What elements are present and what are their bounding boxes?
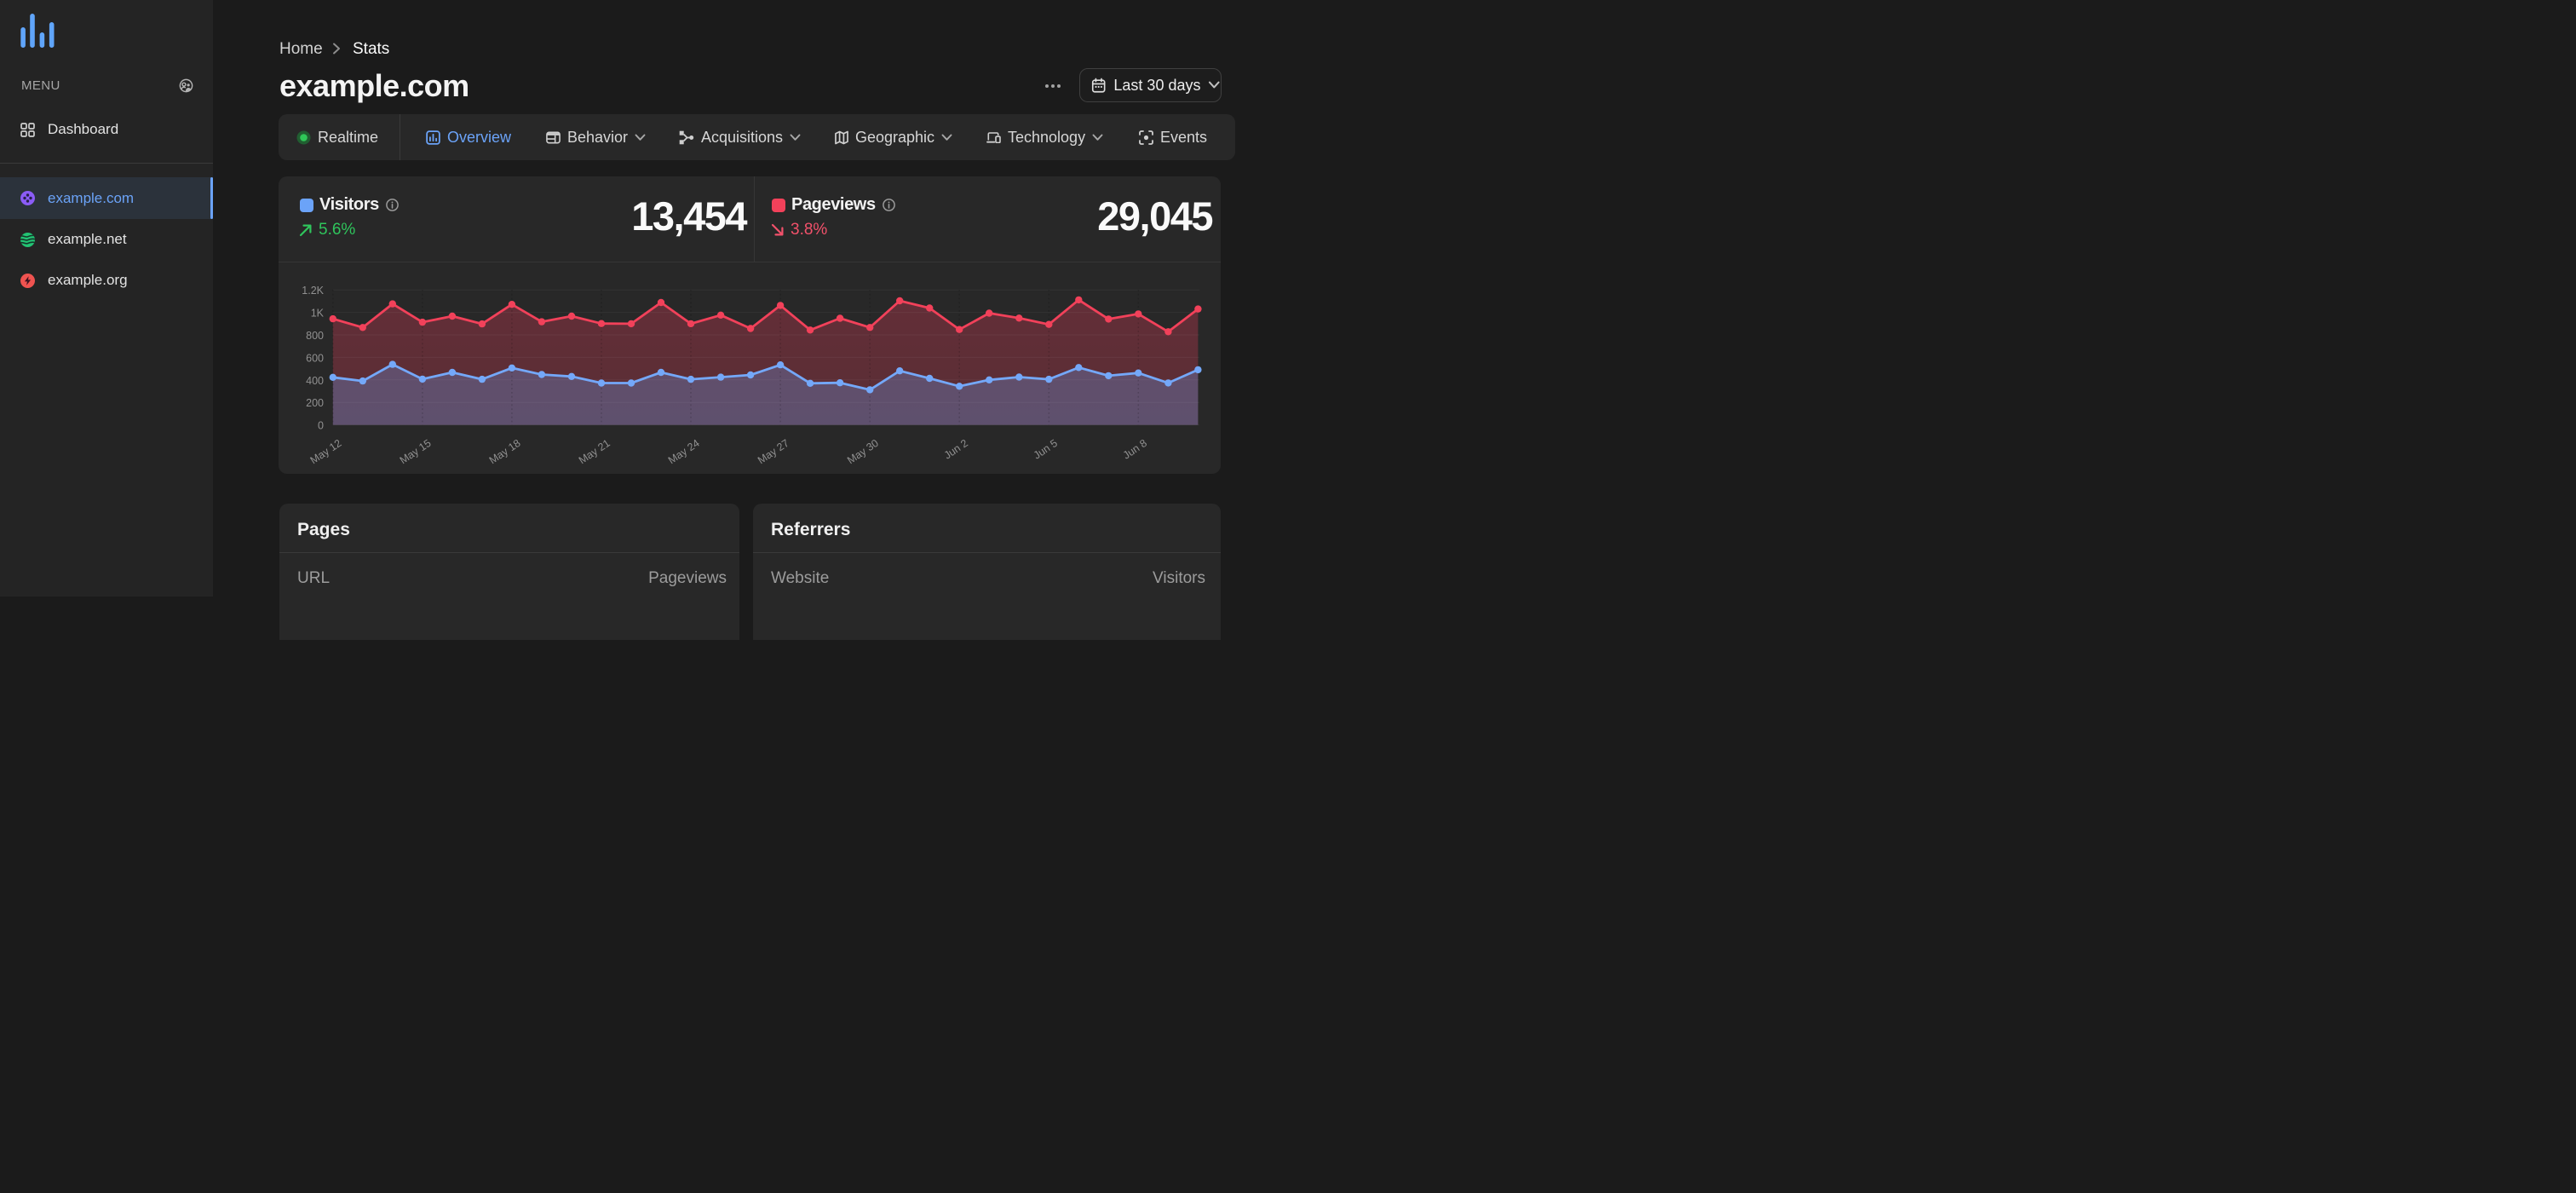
svg-text:600: 600 bbox=[306, 352, 324, 364]
svg-text:Jun 5: Jun 5 bbox=[1032, 437, 1060, 462]
svg-text:400: 400 bbox=[306, 375, 324, 387]
svg-text:800: 800 bbox=[306, 330, 324, 342]
svg-text:Jun 8: Jun 8 bbox=[1121, 437, 1149, 462]
svg-text:1K: 1K bbox=[311, 308, 325, 320]
svg-text:May 12: May 12 bbox=[308, 437, 344, 467]
svg-text:May 30: May 30 bbox=[845, 437, 881, 467]
svg-text:1.2K: 1.2K bbox=[302, 285, 324, 297]
svg-text:May 21: May 21 bbox=[577, 437, 612, 467]
svg-text:Jun 2: Jun 2 bbox=[942, 437, 970, 462]
svg-text:May 24: May 24 bbox=[666, 437, 702, 467]
svg-text:May 15: May 15 bbox=[398, 437, 434, 467]
svg-text:200: 200 bbox=[306, 397, 324, 409]
svg-text:0: 0 bbox=[318, 420, 324, 432]
svg-text:May 27: May 27 bbox=[756, 437, 791, 467]
svg-text:May 18: May 18 bbox=[487, 437, 523, 467]
